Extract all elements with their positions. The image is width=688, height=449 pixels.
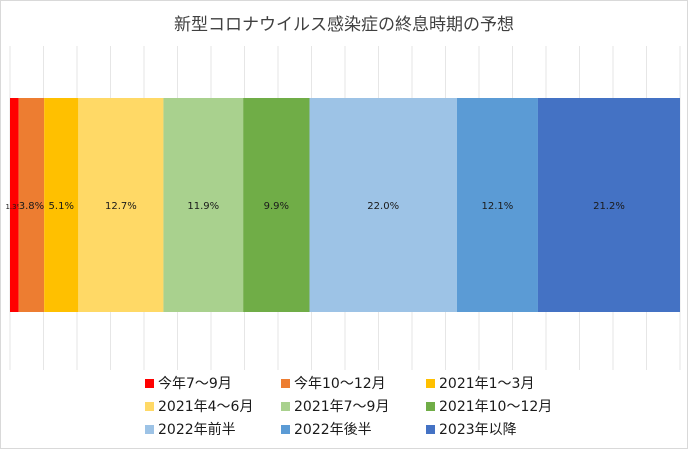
bar-segment-2 [44,98,79,312]
legend-item-7: 2022年後半 [281,420,426,438]
data-label-6: 22.0% [367,201,399,212]
legend-item-3: 2021年4～6月 [145,397,281,415]
legend-label: 2022年後半 [294,422,372,438]
legend-label: 2022年前半 [158,422,236,438]
legend-label: 今年10～12月 [294,376,386,392]
bar-segment-0 [10,98,19,312]
data-label-7: 12.1% [482,201,514,212]
legend-item-1: 今年10～12月 [281,374,426,392]
legend-item-6: 2022年前半 [145,420,281,438]
data-label-2: 5.1% [49,201,74,212]
legend-swatch [281,378,290,388]
data-label-5: 9.9% [264,201,289,212]
bar-segment-4 [163,98,244,312]
bar-segment-7 [456,98,538,312]
legend-label: 2021年10～12月 [439,399,553,415]
legend-label: 2021年7～9月 [294,399,390,415]
bar-segment-8 [537,98,680,312]
legend-swatch [145,378,154,388]
legend-label: 今年7～9月 [158,376,232,392]
legend-label: 2021年1～3月 [439,376,535,392]
legend-item-8: 2023年以降 [426,420,566,438]
bar-segment-3 [78,98,164,312]
data-label-0: 1.3% [5,203,23,211]
legend-label: 2021年4～6月 [158,399,254,415]
chart-legend: 今年7～9月 今年10～12月 2021年1～3月 2021年4～6月 2021年7～9… [145,374,565,438]
data-label-8: 21.2% [593,201,625,212]
bar-segment-5 [243,98,310,312]
legend-swatch [145,401,154,411]
legend-item-5: 2021年10～12月 [426,397,566,415]
legend-item-0: 今年7～9月 [145,374,281,392]
legend-swatch [145,424,154,434]
data-label-4: 11.9% [187,201,219,212]
legend-swatch [426,401,435,411]
legend-item-4: 2021年7～9月 [281,397,426,415]
legend-label: 2023年以降 [439,422,517,438]
legend-swatch [281,424,290,434]
legend-swatch [281,401,290,411]
legend-swatch [426,378,435,388]
legend-swatch [426,424,435,434]
data-label-1: 3.8% [19,201,44,212]
chart-title: 新型コロナウイルス感染症の終息時期の予想 [174,15,514,35]
bar-segment-6 [309,98,457,312]
bar-segment-1 [18,98,45,312]
legend-item-2: 2021年1～3月 [426,374,566,392]
data-label-3: 12.7% [105,201,137,212]
